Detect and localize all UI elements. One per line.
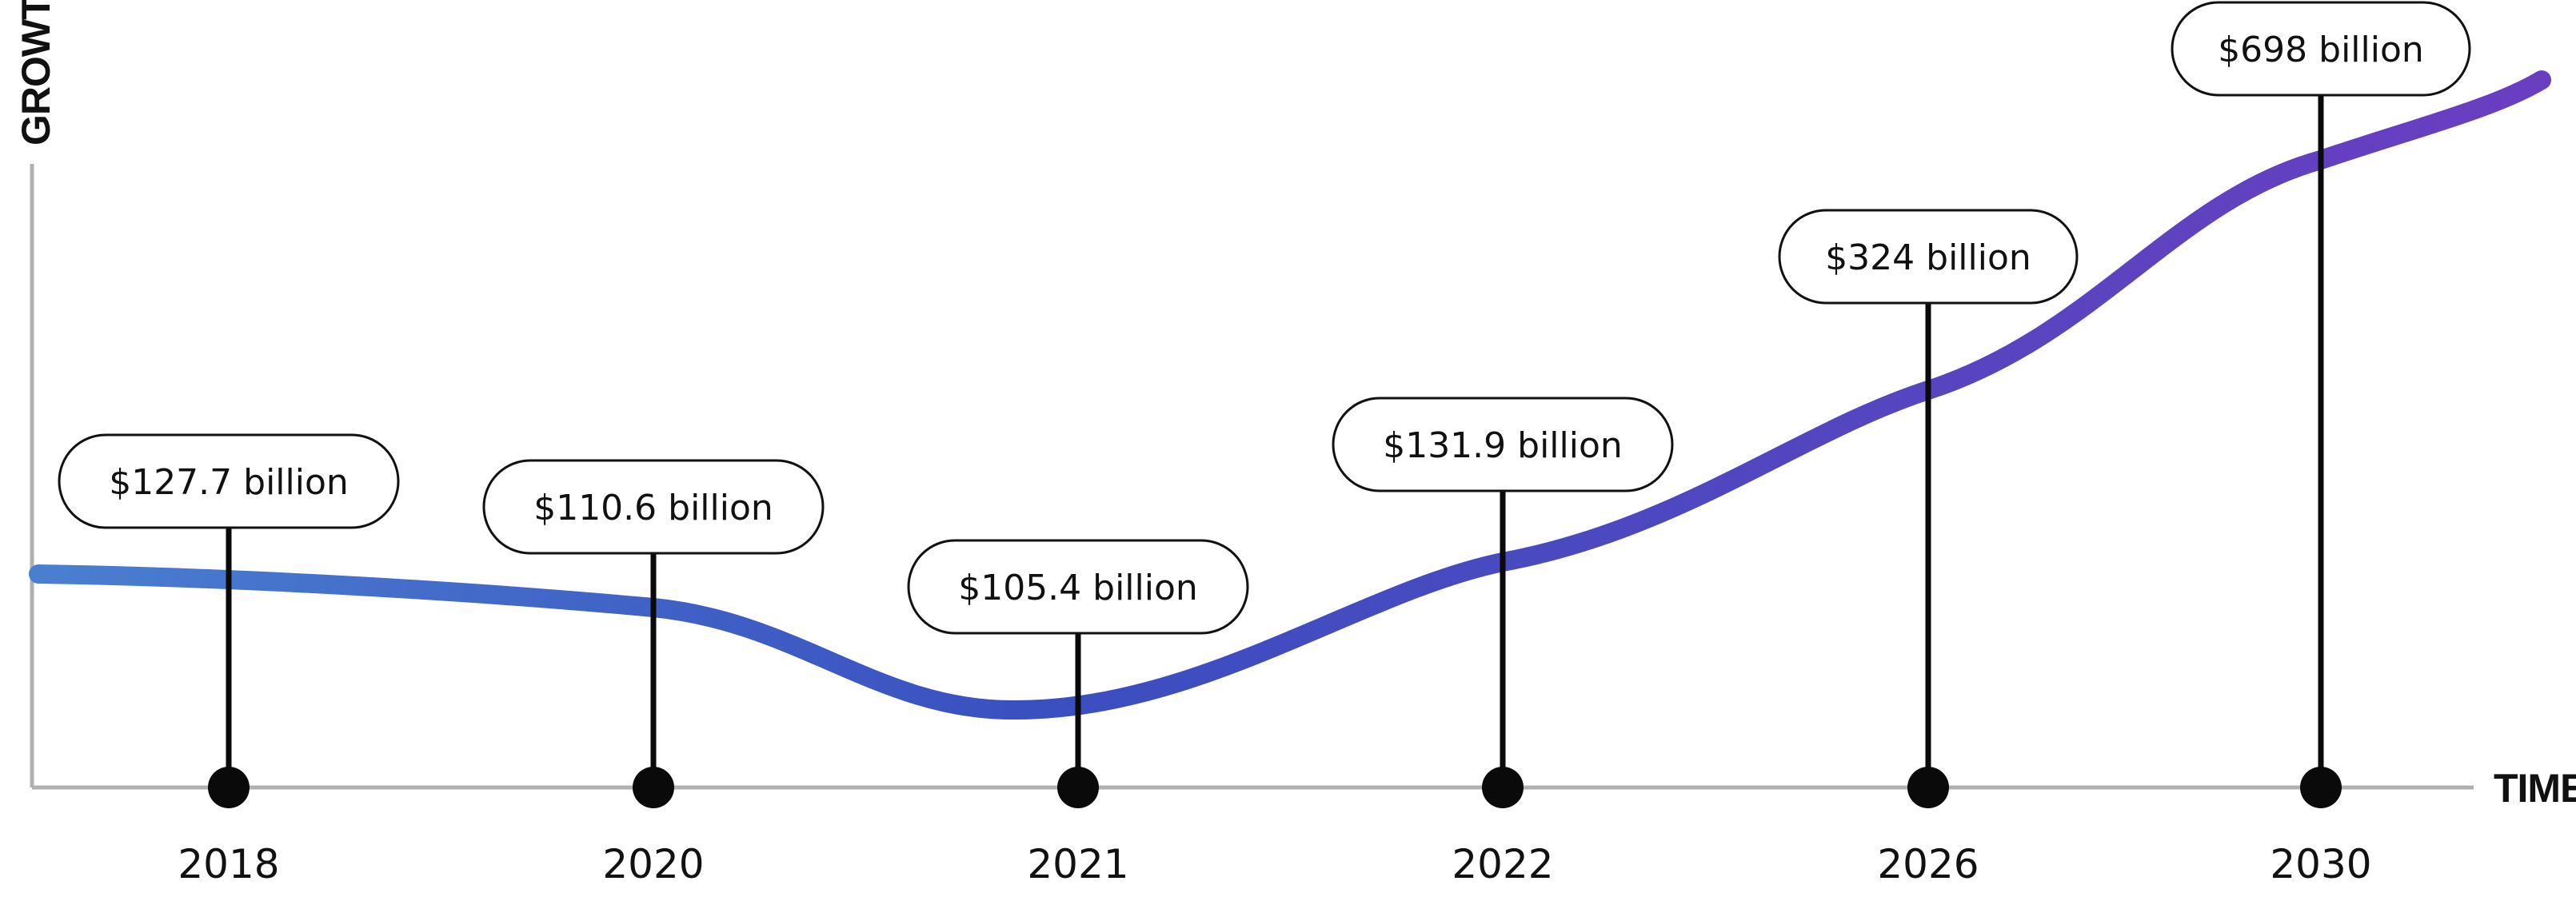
x-tick-label: 2026 <box>1877 841 1979 887</box>
value-label-box <box>482 459 825 555</box>
data-point <box>633 767 674 808</box>
value-label-box <box>1332 397 1674 492</box>
value-label-box <box>2171 1 2471 97</box>
value-label: $110.6 billion <box>533 488 773 528</box>
series-line <box>29 70 2551 720</box>
x-tick-label: 2021 <box>1027 841 1128 887</box>
data-point <box>2300 767 2342 808</box>
x-tick-label: 2022 <box>1452 841 1553 887</box>
value-label-box <box>907 539 1249 635</box>
value-label-box <box>58 433 400 529</box>
y-axis-title: GROWTH <box>14 0 58 146</box>
x-tick-label: 2018 <box>178 841 279 887</box>
x-tick-label: 2030 <box>2270 841 2371 887</box>
value-label: $698 billion <box>2218 30 2424 70</box>
value-label: $105.4 billion <box>958 568 1198 608</box>
x-axis-title: TIME <box>2494 766 2576 811</box>
value-label: $324 billion <box>1825 237 2031 278</box>
data-point <box>1057 767 1099 808</box>
data-point <box>1907 767 1949 808</box>
x-tick-label: 2020 <box>602 841 704 887</box>
data-point <box>208 767 250 808</box>
value-label-box <box>1778 209 2079 305</box>
data-point <box>1482 767 1524 808</box>
value-label: $131.9 billion <box>1383 425 1623 466</box>
value-label: $127.7 billion <box>109 462 349 503</box>
series-marks: $127.7 billion 2018 $110.6 billion 2020 $105… <box>58 1 2471 887</box>
